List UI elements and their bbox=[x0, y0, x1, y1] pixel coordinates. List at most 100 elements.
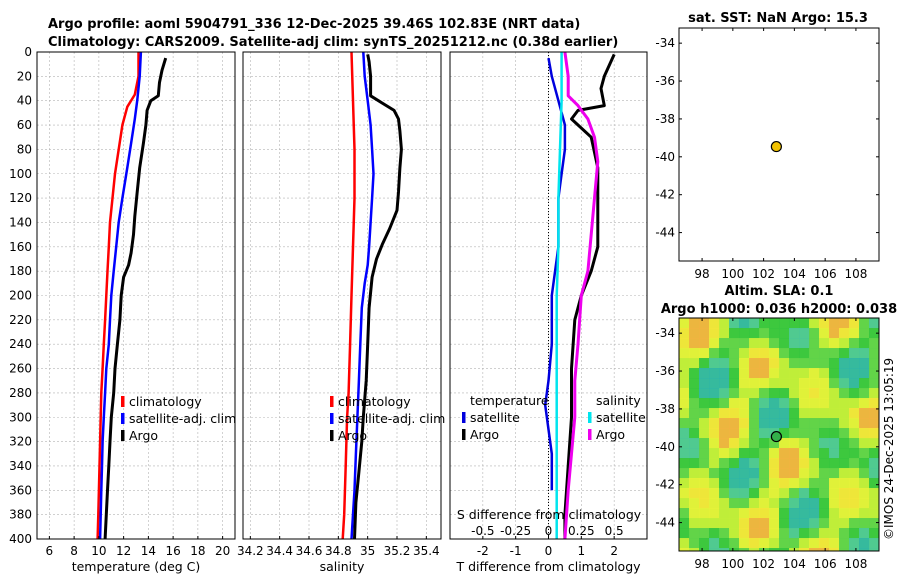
heatmap-cell bbox=[829, 378, 840, 389]
heatmap-cell bbox=[859, 408, 870, 419]
legend-label: Argo bbox=[129, 428, 158, 443]
heatmap-cell bbox=[789, 418, 800, 429]
heatmap-cell bbox=[709, 478, 720, 489]
legend-label: satellite-adj. clim bbox=[129, 411, 236, 426]
heatmap-cell bbox=[679, 468, 690, 479]
heatmap-cell bbox=[829, 518, 840, 529]
heatmap-cell bbox=[859, 428, 870, 439]
heatmap-cell bbox=[829, 528, 840, 539]
heatmap-cell bbox=[799, 338, 810, 349]
x-axis-label: T difference from climatology bbox=[455, 559, 641, 574]
heatmap-cell bbox=[759, 488, 770, 499]
heatmap-cell bbox=[869, 478, 879, 489]
heatmap-cell bbox=[819, 468, 830, 479]
heatmap-cell bbox=[729, 528, 740, 539]
heatmap-cell bbox=[819, 358, 830, 369]
heatmap-cell bbox=[859, 458, 870, 469]
heatmap-cell bbox=[769, 438, 780, 449]
heatmap-cell bbox=[859, 378, 870, 389]
y-tick-label: -44 bbox=[655, 516, 675, 530]
heatmap-cell bbox=[699, 518, 710, 529]
heatmap-cell bbox=[689, 478, 700, 489]
heatmap-cell bbox=[719, 448, 730, 459]
heatmap-cell bbox=[739, 348, 750, 359]
heatmap-cell bbox=[709, 358, 720, 369]
heatmap-cell bbox=[769, 338, 780, 349]
y-tick-label: 280 bbox=[9, 386, 32, 400]
heatmap-cell bbox=[709, 488, 720, 499]
heatmap-cell bbox=[719, 358, 730, 369]
heatmap-cell bbox=[819, 538, 830, 549]
y-tick-label: 300 bbox=[9, 410, 32, 424]
heatmap-cell bbox=[849, 538, 860, 549]
heatmap-cell bbox=[829, 538, 840, 549]
x-tick-label: 1 bbox=[578, 544, 586, 558]
heatmap-cell bbox=[809, 348, 820, 359]
heatmap-cell bbox=[749, 498, 760, 509]
heatmap-cell bbox=[799, 398, 810, 409]
heatmap-cell bbox=[679, 478, 690, 489]
heatmap-cell bbox=[699, 338, 710, 349]
heatmap-cell bbox=[719, 418, 730, 429]
legend-title-salinity: salinity bbox=[596, 393, 641, 408]
heatmap-cell bbox=[789, 478, 800, 489]
heatmap-cell bbox=[699, 358, 710, 369]
heatmap-cell bbox=[779, 538, 790, 549]
heatmap-cell bbox=[849, 448, 860, 459]
heatmap-cell bbox=[849, 428, 860, 439]
heatmap-cell bbox=[869, 508, 879, 519]
heatmap-cell bbox=[839, 478, 850, 489]
y-tick-label: 140 bbox=[9, 215, 32, 229]
heatmap-cell bbox=[689, 348, 700, 359]
heatmap-cell bbox=[839, 398, 850, 409]
heatmap-cell bbox=[749, 338, 760, 349]
heatmap-cell bbox=[809, 518, 820, 529]
heatmap-cell bbox=[689, 448, 700, 459]
heatmap-cell bbox=[809, 378, 820, 389]
sst-map-title: sat. SST: NaN Argo: 15.3 bbox=[688, 11, 868, 26]
x-tick-label: 104 bbox=[783, 557, 806, 571]
heatmap-cell bbox=[809, 448, 820, 459]
heatmap-cell bbox=[859, 398, 870, 409]
heatmap-cell bbox=[819, 448, 830, 459]
heatmap-cell bbox=[719, 318, 730, 329]
heatmap-cell bbox=[689, 398, 700, 409]
heatmap-cell bbox=[739, 328, 750, 339]
heatmap-cell bbox=[759, 328, 770, 339]
y-tick-label: 220 bbox=[9, 313, 32, 327]
heatmap-cell bbox=[709, 378, 720, 389]
heatmap-cell bbox=[759, 498, 770, 509]
heatmap-cell bbox=[759, 408, 770, 419]
heatmap-cell bbox=[869, 378, 879, 389]
x-tick-label: 34.2 bbox=[237, 544, 264, 558]
heatmap-cell bbox=[729, 468, 740, 479]
heatmap-cell bbox=[819, 368, 830, 379]
heatmap-cell bbox=[829, 458, 840, 469]
y-tick-label: 400 bbox=[9, 532, 32, 546]
heatmap-cell bbox=[799, 358, 810, 369]
y-tick-label: 260 bbox=[9, 362, 32, 376]
heatmap-cell bbox=[739, 358, 750, 369]
heatmap-cell bbox=[789, 368, 800, 379]
heatmap-cell bbox=[859, 468, 870, 479]
heatmap-cell bbox=[709, 428, 720, 439]
heatmap-cell bbox=[769, 508, 780, 519]
x-tick-label: -2 bbox=[477, 544, 489, 558]
heatmap-cell bbox=[859, 368, 870, 379]
x-tick-label: 2 bbox=[610, 544, 618, 558]
heatmap-cell bbox=[819, 488, 830, 499]
heatmap-cell bbox=[829, 478, 840, 489]
heatmap-cell bbox=[699, 368, 710, 379]
heatmap-cell bbox=[739, 538, 750, 549]
legend-swatch bbox=[121, 413, 125, 424]
map-frame bbox=[678, 27, 880, 262]
heatmap-cell bbox=[749, 448, 760, 459]
heatmap-cell bbox=[809, 368, 820, 379]
heatmap-cell bbox=[829, 318, 840, 329]
heatmap-cell bbox=[689, 428, 700, 439]
heatmap-cell bbox=[729, 318, 740, 329]
heatmap-cell bbox=[769, 448, 780, 459]
heatmap-cell bbox=[789, 468, 800, 479]
heatmap-cell bbox=[709, 508, 720, 519]
heatmap-cell bbox=[829, 358, 840, 369]
